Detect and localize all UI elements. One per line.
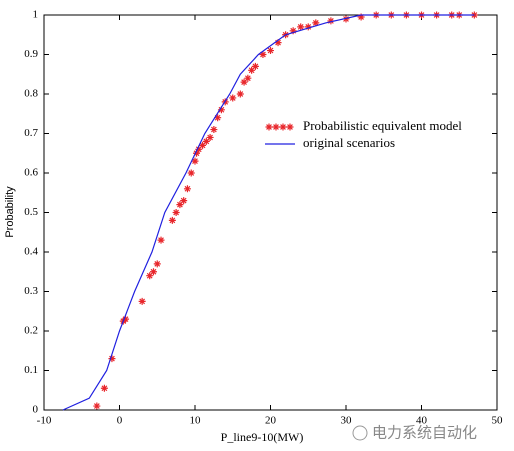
point [236, 90, 244, 98]
point [195, 145, 203, 153]
point [183, 185, 191, 193]
y-tick-label: 0 [33, 404, 39, 416]
y-axis-label: Probability [4, 186, 16, 238]
legend-symbol [286, 123, 294, 131]
point [244, 74, 252, 82]
y-tick-label: 0.3 [24, 285, 38, 297]
y-tick-label: 0.1 [24, 364, 38, 376]
x-axis-label: P_line9-10(MW) [221, 430, 304, 444]
point [357, 13, 365, 21]
x-tick-label: 50 [492, 415, 504, 427]
point [202, 137, 210, 145]
point [122, 315, 130, 323]
point [240, 78, 248, 86]
point [138, 297, 146, 305]
y-tick-label: 0.5 [24, 206, 38, 218]
legend-label: original scenarios [303, 135, 395, 150]
point [259, 51, 267, 58]
point [149, 268, 157, 276]
point [289, 27, 297, 35]
point [172, 209, 180, 216]
point [193, 149, 201, 157]
y-tick-label: 0.9 [24, 48, 38, 60]
point [248, 66, 256, 74]
plot-frame [43, 14, 498, 411]
y-tick-label: 1 [33, 9, 39, 21]
y-tick-label: 0.2 [24, 325, 38, 337]
x-tick-label: 20 [265, 415, 277, 427]
point [93, 402, 101, 410]
point [199, 141, 207, 149]
point [176, 201, 184, 209]
y-tick-label: 0.6 [24, 167, 38, 179]
point [100, 384, 108, 392]
point [180, 197, 188, 205]
legend-symbol [279, 123, 287, 131]
x-tick-label: 10 [190, 415, 202, 427]
x-tick-label: 30 [341, 415, 353, 427]
point [229, 94, 237, 102]
point [168, 216, 176, 224]
point [210, 126, 218, 134]
point [187, 169, 195, 177]
legend-label: Probabilistic equivalent model [303, 118, 462, 133]
legend-symbol [272, 123, 280, 131]
point [312, 19, 320, 27]
watermark-icon [352, 425, 368, 441]
legend-symbol [265, 123, 273, 131]
y-tick-label: 0.7 [24, 127, 38, 139]
point [267, 47, 274, 55]
point [304, 23, 312, 31]
point [297, 23, 305, 31]
point [274, 39, 282, 47]
point [108, 355, 116, 363]
point [157, 236, 165, 244]
point [153, 260, 161, 268]
point [206, 133, 214, 141]
y-tick-label: 0.4 [24, 246, 38, 258]
cdf-line [62, 14, 475, 411]
x-tick-label: 0 [117, 415, 123, 427]
point [146, 272, 154, 280]
x-tick-label: -10 [37, 415, 52, 427]
y-tick-label: 0.8 [24, 88, 38, 100]
point [214, 114, 222, 122]
x-tick-label: 40 [416, 415, 428, 427]
point [251, 62, 259, 70]
point [217, 106, 225, 114]
point [191, 157, 199, 165]
watermark: 电力系统自动化 [372, 424, 477, 442]
point [327, 17, 335, 25]
